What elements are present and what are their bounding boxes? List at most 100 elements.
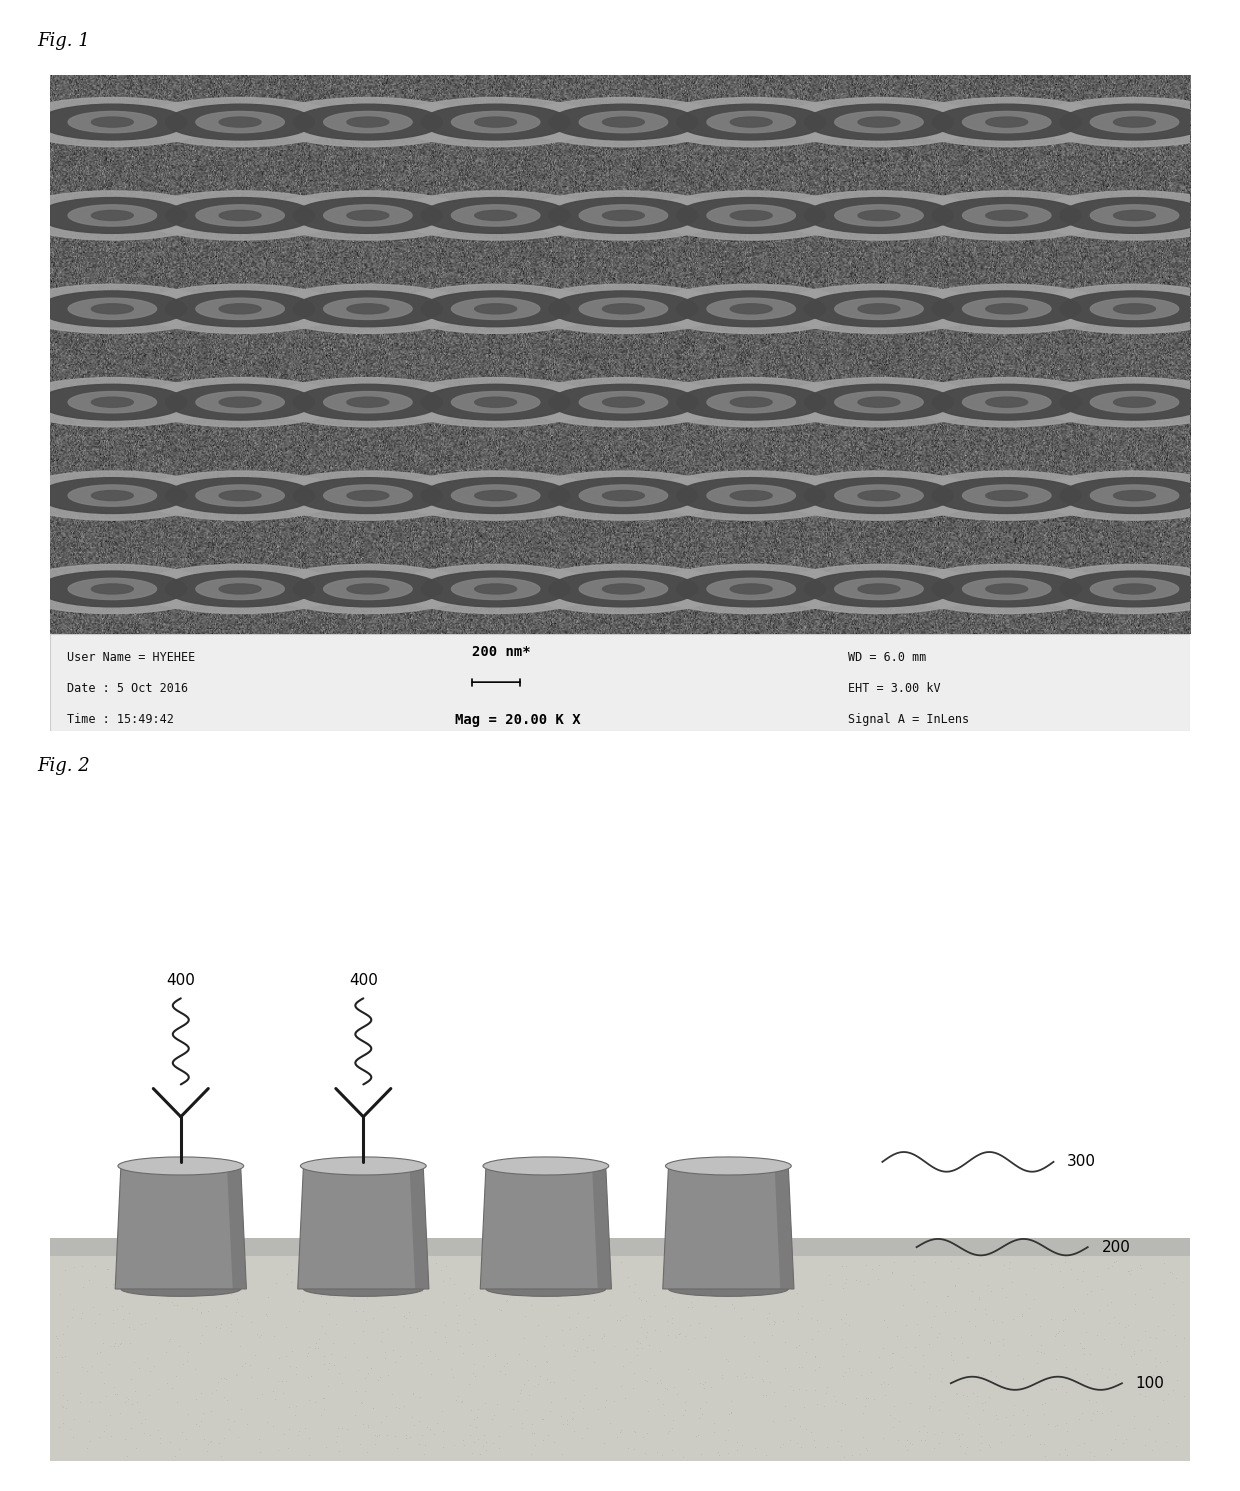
Point — [657, 1309, 677, 1333]
Point — [1146, 1346, 1166, 1370]
Point — [1123, 1339, 1143, 1363]
Point — [611, 1249, 631, 1273]
Point — [362, 1357, 382, 1381]
Point — [498, 1254, 518, 1278]
Point — [140, 1424, 160, 1448]
Point — [1027, 1351, 1047, 1375]
Point — [104, 1334, 124, 1358]
Point — [970, 1285, 990, 1309]
Point — [941, 1343, 961, 1367]
Ellipse shape — [805, 291, 954, 327]
Point — [192, 1323, 212, 1346]
Point — [330, 1361, 350, 1385]
Text: Mag = 20.00 K X: Mag = 20.00 K X — [455, 713, 580, 728]
Point — [924, 1422, 944, 1446]
Point — [1091, 1402, 1111, 1425]
Point — [899, 1354, 919, 1378]
Point — [315, 1321, 335, 1345]
Point — [449, 1318, 469, 1342]
Ellipse shape — [932, 197, 1081, 233]
Point — [629, 1287, 649, 1311]
Point — [920, 1363, 940, 1387]
Point — [105, 1264, 125, 1288]
Ellipse shape — [521, 565, 725, 614]
Point — [195, 1278, 215, 1302]
Point — [316, 1436, 336, 1460]
Point — [113, 1306, 133, 1330]
Point — [658, 1419, 678, 1443]
Point — [1081, 1279, 1101, 1303]
Point — [639, 1400, 658, 1424]
Ellipse shape — [68, 298, 156, 319]
Point — [1035, 1391, 1055, 1415]
Point — [868, 1267, 888, 1291]
Ellipse shape — [10, 471, 215, 520]
Ellipse shape — [219, 397, 262, 407]
Point — [487, 1393, 507, 1416]
Point — [826, 1390, 846, 1413]
Point — [212, 1367, 232, 1391]
Point — [926, 1294, 946, 1318]
Point — [796, 1339, 816, 1363]
Point — [874, 1370, 894, 1394]
Point — [534, 1334, 554, 1358]
Point — [911, 1428, 931, 1452]
Polygon shape — [663, 1166, 794, 1288]
Point — [470, 1270, 490, 1294]
Point — [1027, 1339, 1047, 1363]
Point — [112, 1331, 131, 1355]
Point — [170, 1334, 190, 1358]
Point — [925, 1249, 945, 1273]
Point — [345, 1403, 365, 1427]
Point — [856, 1252, 875, 1276]
Point — [613, 1305, 632, 1328]
Point — [697, 1279, 717, 1303]
Point — [503, 1397, 523, 1421]
Point — [999, 1249, 1019, 1273]
Ellipse shape — [776, 285, 981, 334]
Ellipse shape — [776, 565, 981, 614]
Point — [594, 1276, 614, 1300]
Point — [842, 1443, 862, 1467]
Point — [207, 1315, 227, 1339]
Point — [537, 1324, 557, 1348]
Point — [110, 1266, 130, 1290]
Point — [1099, 1257, 1118, 1281]
Ellipse shape — [219, 584, 262, 593]
Point — [636, 1290, 656, 1314]
Point — [521, 1293, 541, 1317]
Point — [340, 1276, 360, 1300]
Point — [712, 1366, 732, 1390]
Ellipse shape — [649, 377, 853, 426]
Point — [992, 1276, 1012, 1300]
Point — [821, 1317, 841, 1340]
Point — [424, 1422, 444, 1446]
Point — [869, 1345, 889, 1369]
Polygon shape — [480, 1166, 611, 1288]
Point — [305, 1390, 325, 1413]
Point — [394, 1251, 414, 1275]
Point — [965, 1314, 985, 1337]
Point — [655, 1376, 675, 1400]
Point — [1045, 1324, 1065, 1348]
Point — [847, 1385, 867, 1409]
Point — [655, 1403, 675, 1427]
Point — [872, 1372, 892, 1396]
Ellipse shape — [68, 485, 156, 507]
Point — [801, 1419, 821, 1443]
Point — [1125, 1416, 1145, 1440]
Point — [513, 1372, 533, 1396]
Point — [915, 1270, 935, 1294]
Point — [1048, 1413, 1068, 1437]
Point — [476, 1439, 496, 1463]
Point — [412, 1351, 432, 1375]
Point — [394, 1305, 414, 1328]
Ellipse shape — [265, 471, 470, 520]
Ellipse shape — [776, 377, 981, 426]
Point — [795, 1396, 815, 1419]
Point — [773, 1272, 792, 1296]
Ellipse shape — [324, 579, 412, 599]
Point — [1114, 1325, 1133, 1349]
Point — [409, 1433, 429, 1457]
Point — [281, 1258, 301, 1282]
